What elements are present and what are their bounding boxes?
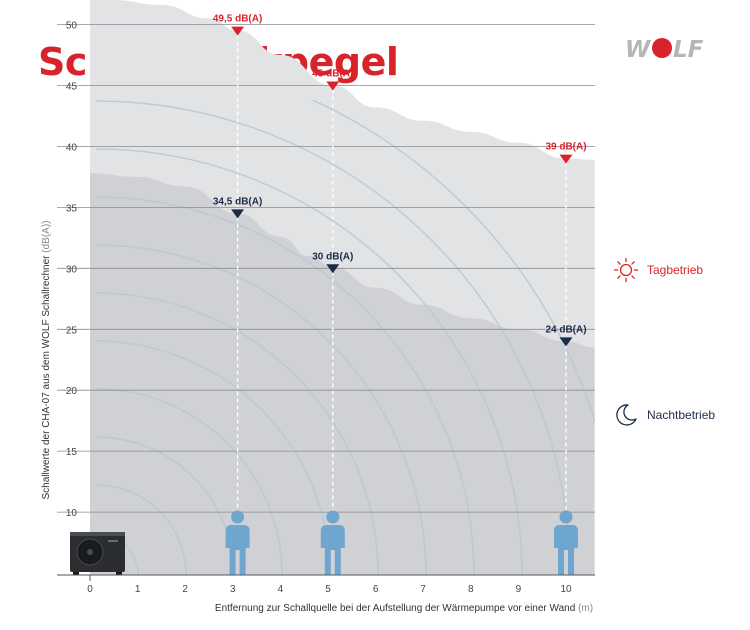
sun-icon — [613, 257, 639, 283]
legend-night-label: Nachtbetrieb — [647, 408, 716, 422]
person-icon — [225, 510, 250, 575]
svg-text:W: W — [625, 37, 652, 63]
person-head — [231, 510, 245, 524]
legend-night: Nachtbetrieb — [613, 402, 715, 428]
y-tick-label: 10 — [66, 508, 78, 519]
x-tick-label: 0 — [87, 584, 93, 595]
x-tick-label: 4 — [278, 584, 284, 595]
y-tick-label: 20 — [66, 386, 78, 397]
x-tick-label: 10 — [560, 584, 572, 595]
x-tick-label: 8 — [468, 584, 474, 595]
x-tick-label: 1 — [135, 584, 141, 595]
x-axis-unit: (m) — [578, 603, 593, 614]
x-tick-label: 9 — [516, 584, 522, 595]
marker-droplines — [236, 34, 567, 512]
wolf-logo: W LF — [625, 37, 704, 63]
value-marker — [231, 209, 245, 219]
heat-pump-badge — [108, 540, 118, 542]
value-marker — [559, 337, 573, 347]
x-tick-label: 3 — [230, 584, 236, 595]
y-tick-label: 45 — [66, 82, 78, 93]
value-label: 24 dB(A) — [545, 324, 586, 335]
value-markers: 49,5 dB(A) 45 dB(A) 39 dB(A) 34,5 dB(A) 30 d… — [213, 14, 587, 347]
sound-wave-arc — [95, 148, 523, 575]
person-icon — [554, 510, 578, 575]
x-axis-label: Entfernung zur Schallquelle bei der Aufs… — [215, 603, 593, 614]
y-axis-unit: (dB(A)) — [41, 221, 52, 253]
value-label: 45 dB(A) — [312, 69, 353, 80]
person-body — [320, 525, 345, 575]
y-tick-label: 50 — [66, 21, 78, 32]
value-label: 30 dB(A) — [312, 251, 353, 262]
gridlines — [57, 24, 595, 513]
person-head — [559, 510, 573, 524]
x-tick-label: 7 — [420, 584, 426, 595]
sound-wave-arc — [95, 244, 427, 575]
y-tick-label: 15 — [66, 447, 78, 458]
x-axis-label-text: Entfernung zur Schallquelle bei der Aufs… — [215, 603, 575, 614]
value-label: 39 dB(A) — [545, 142, 586, 153]
moon-icon — [616, 404, 637, 426]
person-body — [554, 525, 578, 575]
y-axis-label-text: Schallwerte der CHA-07 aus dem WOLF Scha… — [41, 255, 52, 500]
y-tick-label: 40 — [66, 142, 78, 153]
x-tick-label: 5 — [325, 584, 331, 595]
person-icon — [320, 510, 345, 575]
value-label: 49,5 dB(A) — [213, 14, 262, 25]
value-marker — [231, 26, 245, 36]
legend-day: Tagbetrieb — [613, 257, 703, 283]
value-marker — [326, 264, 340, 274]
x-tick-label: 6 — [373, 584, 379, 595]
sound-wave-arc — [310, 100, 595, 425]
sound-wave-arc — [95, 484, 187, 575]
sound-wave-arc — [95, 340, 331, 575]
svg-text:LF: LF — [673, 37, 704, 63]
sound-wave-arc — [95, 292, 379, 575]
heat-pump-foot — [73, 572, 79, 575]
x-tick-label: 2 — [182, 584, 188, 595]
y-tick-label: 30 — [66, 264, 78, 275]
y-tick-label: 35 — [66, 203, 78, 214]
value-marker — [326, 81, 340, 91]
person-body — [225, 525, 250, 575]
y-axis-label: Schallwerte der CHA-07 aus dem WOLF Scha… — [41, 221, 52, 500]
value-label: 34,5 dB(A) — [213, 196, 262, 207]
heat-pump-fan-hub — [87, 549, 93, 555]
sound-wave-arc — [95, 100, 571, 575]
legend-day-label: Tagbetrieb — [647, 263, 704, 277]
y-tick-label: 25 — [66, 325, 78, 336]
person-figures — [225, 510, 578, 575]
sound-wave-arc — [95, 388, 283, 575]
heat-pump-top — [70, 532, 125, 536]
value-marker — [559, 154, 573, 164]
heat-pump-unit — [70, 532, 125, 575]
heat-pump-foot — [116, 572, 122, 575]
area-nachtbetrieb — [90, 173, 595, 575]
person-head — [326, 510, 340, 524]
